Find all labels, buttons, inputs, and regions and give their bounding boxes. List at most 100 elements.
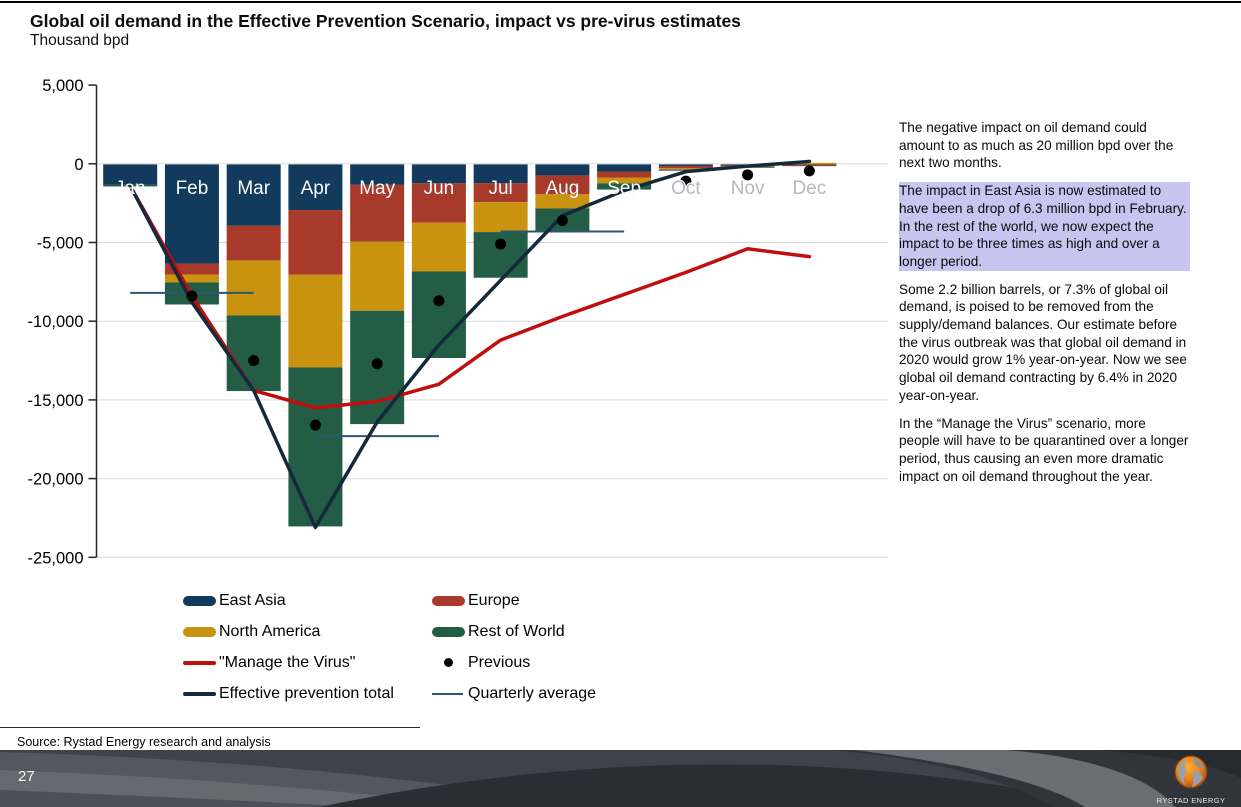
chart-legend: East Asia Europe North America Rest of Worl… (183, 589, 723, 705)
month-label: Dec (792, 178, 826, 199)
previous-dot (680, 175, 692, 187)
month-label: Apr (301, 178, 331, 199)
bar-segment (226, 225, 281, 261)
legend-item: Europe (432, 589, 723, 612)
bar-segment (350, 164, 405, 185)
bar-segment (597, 164, 652, 172)
bar-segment (535, 175, 590, 195)
bar-segment (288, 367, 343, 527)
bar-segment (473, 183, 528, 203)
legend-swatch (432, 595, 465, 606)
previous-dot (309, 419, 321, 431)
previous-dot (742, 169, 754, 181)
legend-label: Quarterly average (468, 684, 597, 702)
y-axis-tick-label: -5,000 (37, 235, 84, 253)
bar-segment (164, 263, 219, 275)
bar-segment (226, 315, 281, 392)
previous-dot (186, 290, 198, 302)
previous-dot (248, 355, 260, 367)
bar-segment (597, 183, 652, 190)
legend-swatch (183, 691, 216, 696)
bar-segment (411, 222, 466, 272)
bar-segment (164, 274, 219, 283)
rystad-logo: RYSTAD ENERGY (1146, 754, 1236, 805)
bar-segment (288, 210, 343, 275)
bar-segment (288, 164, 343, 211)
y-axis-tick-label: -15,000 (28, 392, 84, 410)
month-label: Jun (424, 178, 455, 199)
legend-swatch (183, 626, 216, 637)
bar-segment (164, 164, 219, 264)
previous-dot (495, 238, 507, 250)
previous-dot (803, 165, 815, 177)
footer-band: 27 RYSTAD ENERGY (0, 750, 1241, 807)
stacked-bar-chart: 5,000 0 -5,000 -10,000 -15,000 -20,000 -25,000… (28, 77, 888, 567)
bar-segment (658, 165, 713, 169)
legend-label: Rest of World (468, 622, 565, 640)
bar-segment (535, 194, 590, 209)
bar-segment (350, 184, 405, 242)
commentary-paragraph: The negative impact on oil demand could … (899, 120, 1174, 171)
chart-title: Global oil demand in the Effective Preve… (30, 11, 741, 31)
bar-segment (350, 241, 405, 311)
top-border-rule (0, 1, 1241, 3)
legend-item: Effective prevention total (183, 682, 432, 705)
bar-segment (226, 164, 281, 226)
commentary-panel: The negative impact on oil demand could … (899, 119, 1190, 495)
y-axis-tick-label: -10,000 (28, 313, 84, 331)
previous-dot (371, 358, 383, 370)
legend-swatch (432, 626, 465, 637)
bar-segment (411, 183, 466, 223)
legend-swatch (432, 692, 463, 695)
bar-segment (782, 164, 837, 166)
legend-swatch (432, 658, 465, 667)
commentary-paragraph-highlighted: The impact in East Asia is now estimated… (899, 182, 1190, 271)
legend-item: Previous (432, 651, 723, 674)
previous-dot (433, 295, 445, 307)
month-label: Sep (607, 178, 641, 199)
bar-segment (658, 168, 713, 170)
footer-wave-graphic (0, 750, 1241, 807)
bar-segment (473, 202, 528, 233)
legend-item: Rest of World (432, 620, 723, 643)
bar-segment (597, 171, 652, 178)
bar-segment (535, 164, 590, 176)
bar-segment (658, 164, 713, 166)
bar-segment (411, 164, 466, 184)
month-label: Oct (671, 178, 701, 199)
legend-swatch (183, 660, 216, 665)
y-axis-tick-label: -20,000 (28, 471, 84, 489)
month-label: Jul (488, 178, 512, 199)
commentary-paragraph: In the “Manage the Virus” scenario, more… (899, 415, 1189, 484)
y-axis-tick-label: -25,000 (28, 549, 84, 567)
chart-subtitle: Thousand bpd (30, 32, 130, 49)
globe-icon (1174, 755, 1208, 789)
bar-segment (597, 177, 652, 184)
legend-label: Previous (468, 653, 531, 671)
legend-item: North America (183, 620, 432, 643)
bar-segment (226, 260, 281, 316)
month-label: Mar (237, 178, 270, 199)
legend-label: North America (219, 622, 321, 640)
legend-item: "Manage the Virus" (183, 651, 432, 674)
legend-label: Europe (468, 591, 520, 609)
month-label: Nov (731, 178, 765, 199)
page-number: 27 (18, 768, 35, 785)
source-note: Source: Rystad Energy research and analy… (17, 735, 271, 749)
legend-label: Effective prevention total (219, 684, 394, 702)
legend-label: East Asia (219, 591, 286, 609)
logo-text: RYSTAD ENERGY (1156, 796, 1226, 805)
bar-segment (782, 162, 837, 165)
legend-item: Quarterly average (432, 682, 723, 705)
month-label: Feb (176, 178, 209, 199)
previous-dot (556, 214, 568, 226)
legend-item: East Asia (183, 589, 432, 612)
bar-segment (288, 274, 343, 368)
bar-segment (103, 164, 158, 185)
y-axis-tick-label: 5,000 (42, 77, 83, 95)
source-divider (0, 727, 420, 728)
month-label: Jan (115, 178, 146, 199)
y-axis-tick-label: 0 (74, 156, 83, 174)
month-label: May (359, 178, 395, 199)
